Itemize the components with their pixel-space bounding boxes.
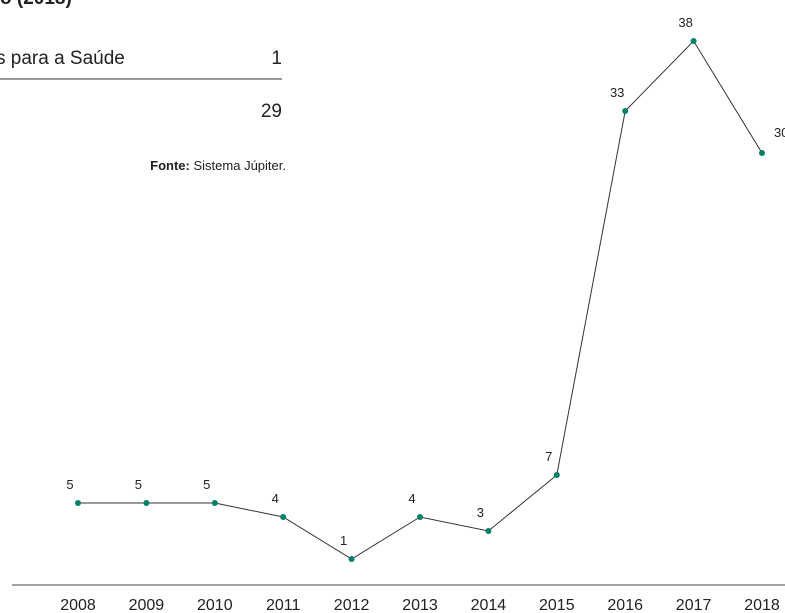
x-tick-label: 2011: [266, 597, 301, 613]
table-cell: 29: [261, 101, 282, 122]
point: [211, 500, 218, 506]
x-tick-label: 2015: [539, 597, 575, 613]
x-tick-label: 2009: [129, 597, 165, 613]
heading: o (2018): [0, 0, 72, 9]
point: [622, 108, 629, 114]
x-tick-label: 2012: [334, 597, 370, 613]
table-cell: 1: [271, 48, 282, 69]
data-label: 33: [610, 85, 624, 100]
point: [690, 38, 697, 44]
point: [417, 514, 423, 520]
data-label: 5: [66, 477, 73, 492]
x-tick-label: 2016: [607, 597, 643, 613]
source: Fonte: Sistema Júpiter.: [150, 158, 286, 173]
point: [280, 514, 287, 520]
data-label: 4: [272, 491, 279, 506]
data-label: 7: [545, 449, 552, 464]
point: [553, 472, 560, 478]
data-label: 30: [774, 125, 785, 140]
source-text: Sistema Júpiter.: [194, 158, 287, 173]
data-label: 3: [477, 505, 484, 520]
point: [485, 528, 492, 534]
data-label: 5: [135, 477, 142, 492]
data-label: 1: [340, 533, 347, 548]
data-label: 38: [678, 15, 692, 30]
point: [348, 556, 355, 562]
point: [75, 500, 81, 506]
table-cell: s para a Saúde: [0, 48, 125, 69]
point: [759, 150, 765, 156]
data-label: 4: [408, 491, 415, 506]
x-tick-label: 2014: [471, 597, 507, 613]
x-tick-label: 2013: [402, 597, 438, 613]
x-tick-label: 2017: [676, 597, 712, 613]
source-label: Fonte:: [150, 158, 190, 173]
x-tick-label: 2018: [744, 597, 780, 613]
point: [143, 500, 150, 506]
x-tick-label: 2008: [60, 597, 96, 613]
data-label: 5: [203, 477, 210, 492]
x-tick-label: 2010: [197, 597, 233, 613]
line: [78, 40, 763, 560]
